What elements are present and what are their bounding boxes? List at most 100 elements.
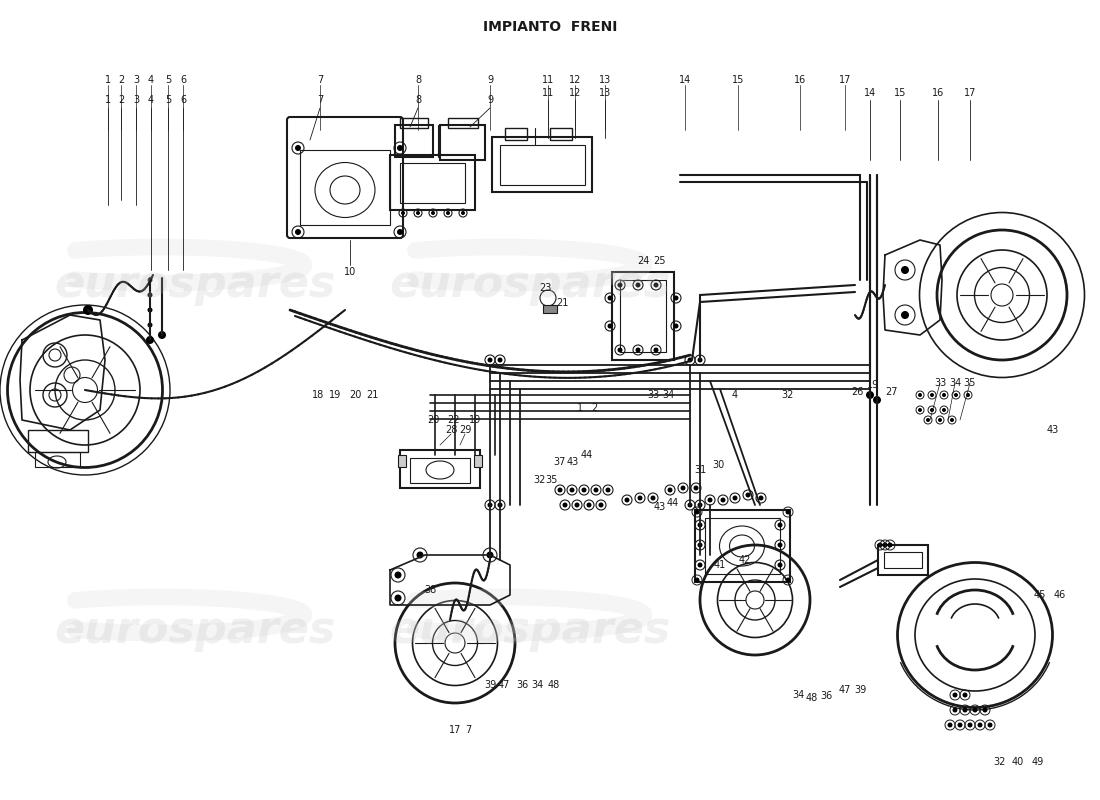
Circle shape xyxy=(972,707,978,713)
Circle shape xyxy=(395,594,402,602)
Circle shape xyxy=(638,495,642,501)
Text: 7: 7 xyxy=(317,95,323,105)
Text: 6: 6 xyxy=(180,95,186,105)
Bar xyxy=(410,458,470,483)
Text: 29: 29 xyxy=(459,425,471,435)
Text: 13: 13 xyxy=(598,75,612,85)
Circle shape xyxy=(953,707,957,713)
Bar xyxy=(448,118,478,128)
Circle shape xyxy=(431,211,434,215)
Circle shape xyxy=(395,571,402,578)
Text: 2: 2 xyxy=(591,403,597,413)
Text: 12: 12 xyxy=(569,88,581,98)
Text: 45: 45 xyxy=(1034,590,1046,600)
Circle shape xyxy=(147,307,153,313)
Circle shape xyxy=(942,408,946,412)
Bar xyxy=(620,280,666,352)
Text: 4: 4 xyxy=(732,390,738,400)
Circle shape xyxy=(988,722,992,727)
Text: 31: 31 xyxy=(694,465,706,475)
Text: 19: 19 xyxy=(469,415,481,425)
Circle shape xyxy=(785,578,791,582)
Text: 1: 1 xyxy=(576,403,583,413)
Circle shape xyxy=(586,502,592,507)
Bar xyxy=(505,128,527,140)
Text: 6: 6 xyxy=(180,75,186,85)
Circle shape xyxy=(607,323,613,329)
Text: 32: 32 xyxy=(993,757,1007,767)
Text: 32: 32 xyxy=(534,475,547,485)
Text: 14: 14 xyxy=(679,75,691,85)
Circle shape xyxy=(954,393,958,397)
Bar xyxy=(550,128,572,140)
Text: 19: 19 xyxy=(867,380,879,390)
Circle shape xyxy=(930,408,934,412)
Text: 40: 40 xyxy=(1012,757,1024,767)
Text: eurospares: eurospares xyxy=(54,609,336,651)
Circle shape xyxy=(785,510,791,514)
Text: 17: 17 xyxy=(839,75,851,85)
Circle shape xyxy=(697,522,703,527)
Text: eurospares: eurospares xyxy=(389,609,671,651)
Text: 18: 18 xyxy=(312,390,324,400)
Text: 48: 48 xyxy=(548,680,560,690)
Text: 20: 20 xyxy=(349,390,361,400)
Circle shape xyxy=(673,295,679,301)
Bar xyxy=(28,430,88,452)
Circle shape xyxy=(397,145,403,151)
Text: 44: 44 xyxy=(581,450,593,460)
Circle shape xyxy=(746,493,750,498)
Circle shape xyxy=(733,495,737,501)
Text: 37: 37 xyxy=(553,457,566,467)
Text: 43: 43 xyxy=(1047,425,1059,435)
Text: 15: 15 xyxy=(894,88,906,98)
Circle shape xyxy=(873,396,881,404)
Circle shape xyxy=(930,393,934,397)
Circle shape xyxy=(938,418,942,422)
Circle shape xyxy=(497,358,503,362)
Bar xyxy=(398,455,406,467)
Text: 17: 17 xyxy=(964,88,976,98)
Bar xyxy=(395,125,433,157)
Text: 21: 21 xyxy=(556,298,569,308)
Text: 12: 12 xyxy=(569,75,581,85)
Circle shape xyxy=(497,502,503,507)
Text: 26: 26 xyxy=(850,387,864,397)
Text: 8: 8 xyxy=(415,95,421,105)
Circle shape xyxy=(697,358,703,362)
Text: 32: 32 xyxy=(781,390,793,400)
Circle shape xyxy=(570,487,574,493)
Circle shape xyxy=(878,542,882,547)
Circle shape xyxy=(668,487,672,493)
Text: 2: 2 xyxy=(118,95,124,105)
Bar xyxy=(500,145,585,185)
Circle shape xyxy=(697,562,703,567)
Text: 25: 25 xyxy=(653,256,667,266)
Text: 39: 39 xyxy=(484,680,496,690)
Text: 36: 36 xyxy=(820,691,832,701)
Circle shape xyxy=(617,282,623,287)
Bar xyxy=(705,518,780,574)
Circle shape xyxy=(558,487,562,493)
Text: 15: 15 xyxy=(732,75,745,85)
Text: 2: 2 xyxy=(118,75,124,85)
Circle shape xyxy=(966,393,970,397)
Circle shape xyxy=(147,293,153,298)
Text: 41: 41 xyxy=(714,560,726,570)
Text: 17: 17 xyxy=(449,725,461,735)
Bar xyxy=(300,150,390,225)
Text: 3: 3 xyxy=(133,95,139,105)
Circle shape xyxy=(953,693,957,698)
Circle shape xyxy=(720,498,726,502)
Circle shape xyxy=(918,393,922,397)
Bar xyxy=(612,272,674,360)
Text: 5: 5 xyxy=(165,75,172,85)
Circle shape xyxy=(147,278,153,282)
Circle shape xyxy=(942,393,946,397)
Circle shape xyxy=(778,522,782,527)
Text: 47: 47 xyxy=(498,680,510,690)
Circle shape xyxy=(866,391,874,399)
Circle shape xyxy=(598,502,604,507)
Text: 14: 14 xyxy=(864,88,876,98)
Bar xyxy=(400,118,428,128)
